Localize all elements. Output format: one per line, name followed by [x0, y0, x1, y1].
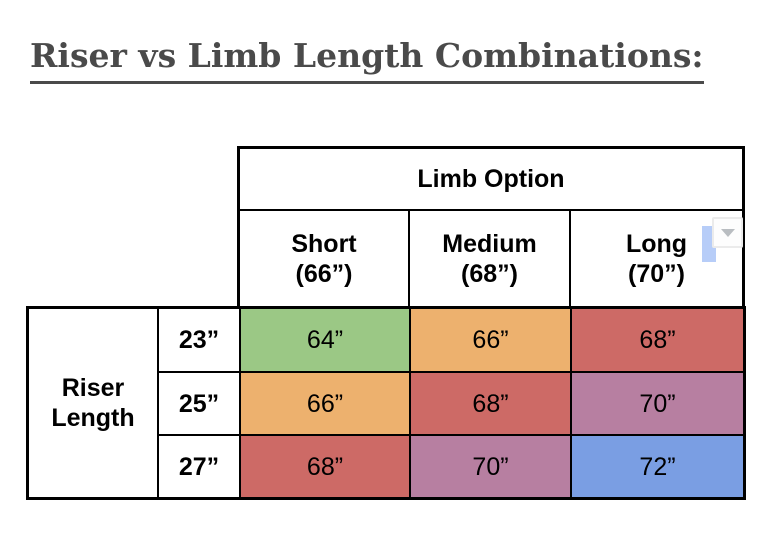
table-options-dropdown-button[interactable]: [712, 217, 743, 248]
combo-cell-23-short: 64”: [241, 309, 409, 371]
chevron-down-icon: [720, 228, 735, 237]
combination-table: Riser Length 23” 64” 66” 68” 25” 66” 68”…: [26, 306, 746, 500]
riser-length-header-line2: Length: [51, 404, 135, 432]
combo-cell-23-medium: 66”: [411, 309, 570, 371]
limb-col-medium-size: (68”): [461, 259, 518, 288]
limb-col-medium: Medium (68”): [410, 211, 569, 306]
page-title: Riser vs Limb Length Combinations:: [30, 36, 704, 84]
combo-cell-27-medium: 70”: [411, 436, 570, 497]
riser-row-25-label: 25”: [159, 373, 239, 434]
limb-col-medium-label: Medium: [442, 229, 537, 258]
limb-col-short-size: (66”): [295, 259, 353, 288]
combo-cell-25-medium: 68”: [411, 373, 570, 434]
limb-option-header-table: Limb Option Short (66”) Medium (68”) Lon…: [237, 146, 745, 309]
limb-col-short-label: Short: [291, 229, 357, 258]
limb-col-long-size: (70”): [628, 259, 685, 288]
combo-cell-27-short: 68”: [241, 436, 409, 497]
combo-cell-25-long: 70”: [572, 373, 743, 434]
combo-cell-27-long: 72”: [572, 436, 743, 497]
combo-cell-23-long: 68”: [572, 309, 743, 371]
riser-row-23-label: 23”: [159, 309, 239, 371]
combo-cell-25-short: 66”: [241, 373, 409, 434]
limb-col-long-label: Long: [625, 229, 688, 258]
riser-length-header-line1: Riser: [61, 374, 125, 402]
riser-row-27-label: 27”: [159, 436, 239, 497]
limb-option-header: Limb Option: [240, 149, 742, 209]
riser-length-header: Riser Length: [29, 309, 157, 497]
limb-col-short: Short (66”): [240, 211, 408, 306]
